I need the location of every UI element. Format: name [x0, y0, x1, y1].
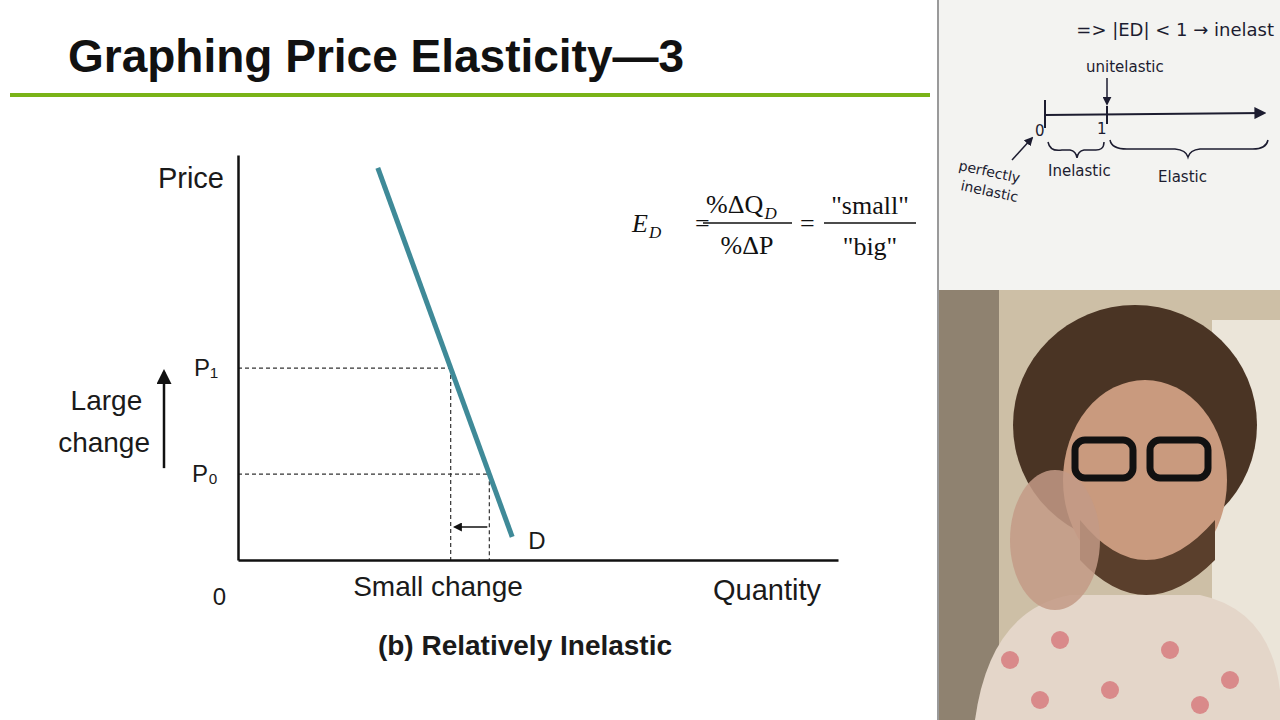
whiteboard-text: unitelastic: [1086, 58, 1164, 76]
video-wall-shadow: [939, 290, 999, 720]
y-axis-line: [237, 156, 240, 561]
quantity-guide: [450, 368, 451, 560]
formula-bar: [824, 222, 916, 224]
x-tick-label: 0: [213, 583, 226, 610]
formula-numerator-sub: D: [763, 204, 777, 223]
formula-bar: [703, 222, 792, 224]
y-tick: P₁: [194, 354, 238, 381]
large-change-arrow: [163, 372, 166, 468]
x-axis: 0: [213, 560, 839, 610]
formula-denominator: %ΔP: [721, 231, 774, 260]
panel-divider: [937, 0, 939, 720]
number-line: [1045, 113, 1264, 115]
presenter-beard: [1080, 520, 1215, 595]
y-tick-label: P₀: [192, 460, 218, 487]
whiteboard-text: Elastic: [1158, 168, 1207, 186]
presenter-video: [939, 290, 1280, 720]
whiteboard-brace: [1048, 142, 1104, 158]
formula-lhs-sub: D: [648, 223, 662, 242]
shirt-pattern: [1001, 651, 1019, 669]
formula-numerator: %ΔQ: [706, 190, 763, 219]
plot-marks: [378, 168, 512, 537]
demand-line: [378, 168, 512, 537]
whiteboard-arrow: [1012, 138, 1032, 160]
price-guide: [238, 367, 451, 368]
formula-lhs: E: [631, 209, 648, 238]
presenter-shirt: [975, 595, 1280, 720]
presenter-glasses: [1075, 440, 1133, 478]
small-change-arrow: [455, 526, 488, 528]
shirt-pattern: [1031, 691, 1049, 709]
shirt-pattern: [1101, 681, 1119, 699]
quantity-guide: [489, 474, 490, 560]
whiteboard-brace: [1110, 140, 1268, 157]
shirt-pattern: [1051, 631, 1069, 649]
x-axis-title: Quantity: [713, 574, 821, 606]
shirt-pattern: [1161, 641, 1179, 659]
whiteboard-text: => |ED| < 1 → inelast: [1076, 19, 1274, 40]
whiteboard-text: 0: [1035, 122, 1045, 140]
whiteboard-arrow: [1106, 78, 1108, 104]
slide-title: Graphing Price Elasticity—3: [68, 30, 684, 82]
y-axis-title: Price: [158, 162, 224, 194]
formula-equals: =: [800, 209, 815, 238]
series-label: D: [528, 527, 545, 554]
whiteboard-text: inelastic: [959, 177, 1019, 205]
large-change-label: Large change: [58, 385, 150, 458]
presenter-hand: [1010, 470, 1100, 610]
guide-lines: [238, 368, 489, 560]
x-tick: 0: [213, 560, 239, 610]
y-tick-label: P₁: [194, 354, 218, 381]
title-rule: [10, 93, 930, 97]
shirt-pattern: [1221, 671, 1239, 689]
whiteboard-text: 1: [1097, 120, 1107, 138]
y-axis: P₀ P₁: [192, 156, 238, 561]
slide-canvas: Graphing Price Elasticity—3 D P₀ P₁ 0 Price Qu…: [0, 0, 1280, 720]
shirt-pattern: [1191, 696, 1209, 714]
small-change-label: Small change: [353, 571, 523, 602]
price-guide: [238, 474, 489, 475]
chart-subtitle: (b) Relatively Inelastic: [378, 630, 672, 661]
formula-rhs-denominator: "big": [843, 232, 897, 261]
y-tick: P₀: [192, 460, 238, 487]
whiteboard-background: [938, 0, 1280, 290]
presenter-glasses: [1150, 440, 1208, 478]
whiteboard-text: Inelastic: [1048, 162, 1111, 180]
slide-background: [0, 0, 938, 720]
video-background: [939, 290, 1280, 720]
formula-rhs-numerator: "small": [831, 191, 909, 220]
x-axis-line: [239, 559, 839, 562]
